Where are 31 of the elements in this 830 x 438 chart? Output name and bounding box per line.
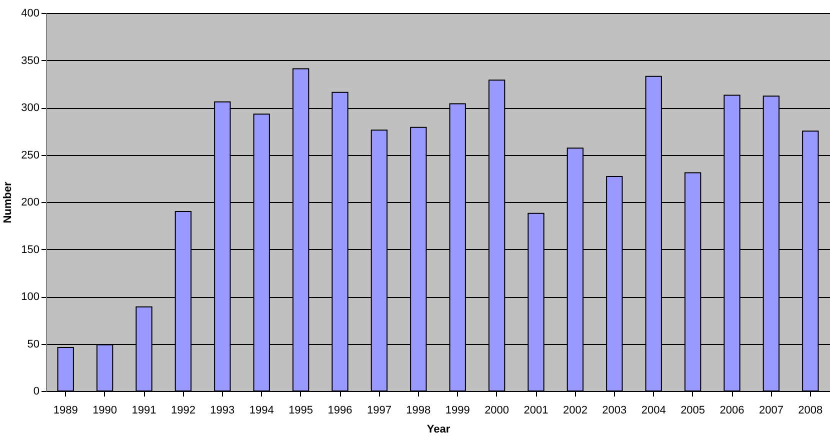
x-tick-label: 2000 <box>484 404 510 416</box>
x-tick-label: 1994 <box>249 404 274 416</box>
x-tick-label: 2008 <box>798 404 823 416</box>
x-tick-label: 1996 <box>328 404 352 416</box>
y-tick-label: 300 <box>21 102 40 114</box>
x-tick-label: 2004 <box>641 404 666 416</box>
y-tick-label: 250 <box>21 149 40 162</box>
y-tick-label: 100 <box>21 291 40 303</box>
x-tick-label: 2007 <box>758 404 784 416</box>
y-tick-label: 50 <box>27 338 40 350</box>
x-tick-label: 1990 <box>92 404 118 416</box>
x-tick-label: 1993 <box>210 404 235 416</box>
y-tick-label: 400 <box>21 8 40 20</box>
x-tick-label: 1998 <box>406 404 431 416</box>
y-tick-label: 150 <box>21 244 40 256</box>
x-tick-label: 2006 <box>720 404 744 416</box>
y-tick-label: 0 <box>33 386 40 398</box>
y-tick-label: 350 <box>21 54 40 67</box>
x-tick-label: 2003 <box>602 404 627 416</box>
x-tick-label: 1992 <box>170 404 196 416</box>
x-tick-label: 1999 <box>445 404 470 416</box>
y-axis-title: Number <box>2 181 14 224</box>
x-axis-title: Year <box>426 424 451 436</box>
x-tick-label: 1991 <box>132 404 156 416</box>
x-tick-label: 2001 <box>524 404 548 416</box>
x-tick-label: 1989 <box>53 404 78 416</box>
x-tick-label: 2005 <box>680 404 706 416</box>
x-tick-label: 1995 <box>288 404 314 416</box>
x-tick-label: 2002 <box>562 404 588 416</box>
x-tick-label: 1997 <box>366 404 392 416</box>
y-tick-label: 200 <box>21 196 40 208</box>
